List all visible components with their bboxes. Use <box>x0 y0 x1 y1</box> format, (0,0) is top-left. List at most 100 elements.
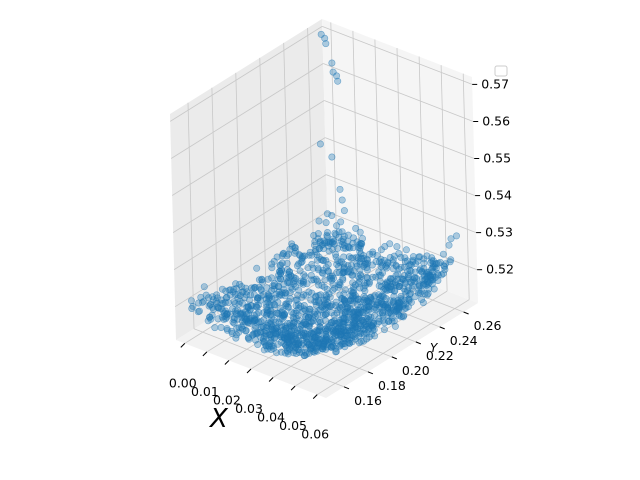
scatter-point <box>338 340 346 348</box>
scatter-point <box>326 240 334 248</box>
scatter-point <box>407 261 415 269</box>
scatter-point <box>337 237 345 245</box>
scatter-point <box>368 322 376 330</box>
x-tick-label: 0.06 <box>301 427 329 442</box>
scatter-point <box>223 310 231 318</box>
y-gridline <box>307 27 314 255</box>
axes-tick-labels: 0.000.010.020.030.040.050.06 0.160.180.20… <box>169 76 514 441</box>
scatter-point <box>348 331 356 339</box>
scatter-point <box>399 301 407 309</box>
scatter-point <box>274 283 282 291</box>
scatter-point <box>384 317 392 325</box>
scatter-point <box>299 280 307 288</box>
scatter-point <box>373 252 381 260</box>
y-gridline <box>265 283 416 343</box>
scatter-point <box>356 228 364 236</box>
scatter-point <box>391 322 399 330</box>
scatter-point <box>188 304 196 312</box>
x-tick-label: 0.02 <box>213 393 241 408</box>
scatter-point <box>285 268 293 276</box>
scatter-point <box>404 273 412 281</box>
scatter-point <box>287 332 295 340</box>
scatter-point <box>214 315 222 323</box>
scatter-point <box>334 244 342 252</box>
scatter-point <box>236 310 244 318</box>
x-tick-label: 0.01 <box>191 384 219 399</box>
scatter-point <box>211 324 219 332</box>
scatter-point <box>223 326 231 334</box>
scatter-point <box>375 317 383 325</box>
scatter-point <box>289 313 297 321</box>
legend-box[interactable] <box>494 65 508 77</box>
scatter-point <box>351 291 359 299</box>
scatter-point <box>441 263 449 271</box>
scatter-point <box>223 310 231 318</box>
scatter-point <box>430 285 438 293</box>
scatter-point <box>362 307 370 315</box>
scatter-point <box>447 256 455 264</box>
scatter-point <box>321 276 329 284</box>
scatter-point <box>323 210 331 218</box>
scatter-point <box>336 281 344 289</box>
scatter-point <box>291 283 299 291</box>
scatter-point <box>340 253 348 261</box>
x-gridline <box>316 299 470 395</box>
scatter-point <box>251 316 259 324</box>
scatter-point <box>313 327 321 335</box>
scatter-point <box>355 278 363 286</box>
scatter-point <box>311 308 319 316</box>
scatter-point <box>271 329 279 337</box>
scatter-point <box>332 348 340 356</box>
scatter-point <box>333 309 341 317</box>
scatter-point <box>241 315 249 323</box>
scatter-point <box>386 278 394 286</box>
scatter-point <box>338 228 346 236</box>
scatter-point <box>273 253 281 261</box>
scatter-point <box>276 262 284 270</box>
scatter-point <box>320 339 328 347</box>
x-gridline <box>250 273 404 370</box>
scatter-point <box>330 237 338 245</box>
scatter-point <box>355 314 363 322</box>
z-tick-label: 0.54 <box>484 188 512 203</box>
scatter-point <box>231 314 239 322</box>
scatter-point <box>296 267 304 275</box>
scatter-point <box>340 290 348 298</box>
scatter-point <box>217 323 225 331</box>
scatter-point <box>242 326 250 334</box>
x-axis-label: X <box>208 404 229 434</box>
scatter-point <box>322 219 330 227</box>
z-gridline <box>322 26 473 85</box>
scatter-point <box>376 309 384 317</box>
z-gridline <box>169 26 323 122</box>
x-gridline <box>440 65 448 292</box>
scatter-point <box>372 258 380 266</box>
scatter-point <box>263 303 271 311</box>
scatter-point <box>270 301 278 309</box>
scatter-point <box>360 292 368 300</box>
scatter-point <box>396 282 404 290</box>
scatter-point <box>256 296 264 304</box>
scatter-point <box>318 269 326 277</box>
scatter-point <box>409 253 417 261</box>
y-tick <box>463 311 469 315</box>
x-tick <box>180 343 186 348</box>
scatter-point <box>210 305 218 313</box>
scatter-point <box>349 310 357 318</box>
y-gridline <box>283 42 291 269</box>
scatter-point <box>369 273 377 281</box>
scatter-point <box>309 333 317 341</box>
scatter-point <box>314 235 322 243</box>
scatter-point <box>267 320 275 328</box>
z-tick-label: 0.52 <box>486 262 514 277</box>
scatter-point <box>321 34 329 42</box>
scatter-point <box>312 275 320 283</box>
scatter-point <box>393 243 401 251</box>
scatter-point <box>433 260 441 268</box>
scatter-point <box>376 295 384 303</box>
scatter-point <box>419 299 427 307</box>
scatter-point <box>363 335 371 343</box>
scatter-point <box>340 260 348 268</box>
scatter-point <box>294 291 302 299</box>
scatter-point <box>381 243 389 251</box>
